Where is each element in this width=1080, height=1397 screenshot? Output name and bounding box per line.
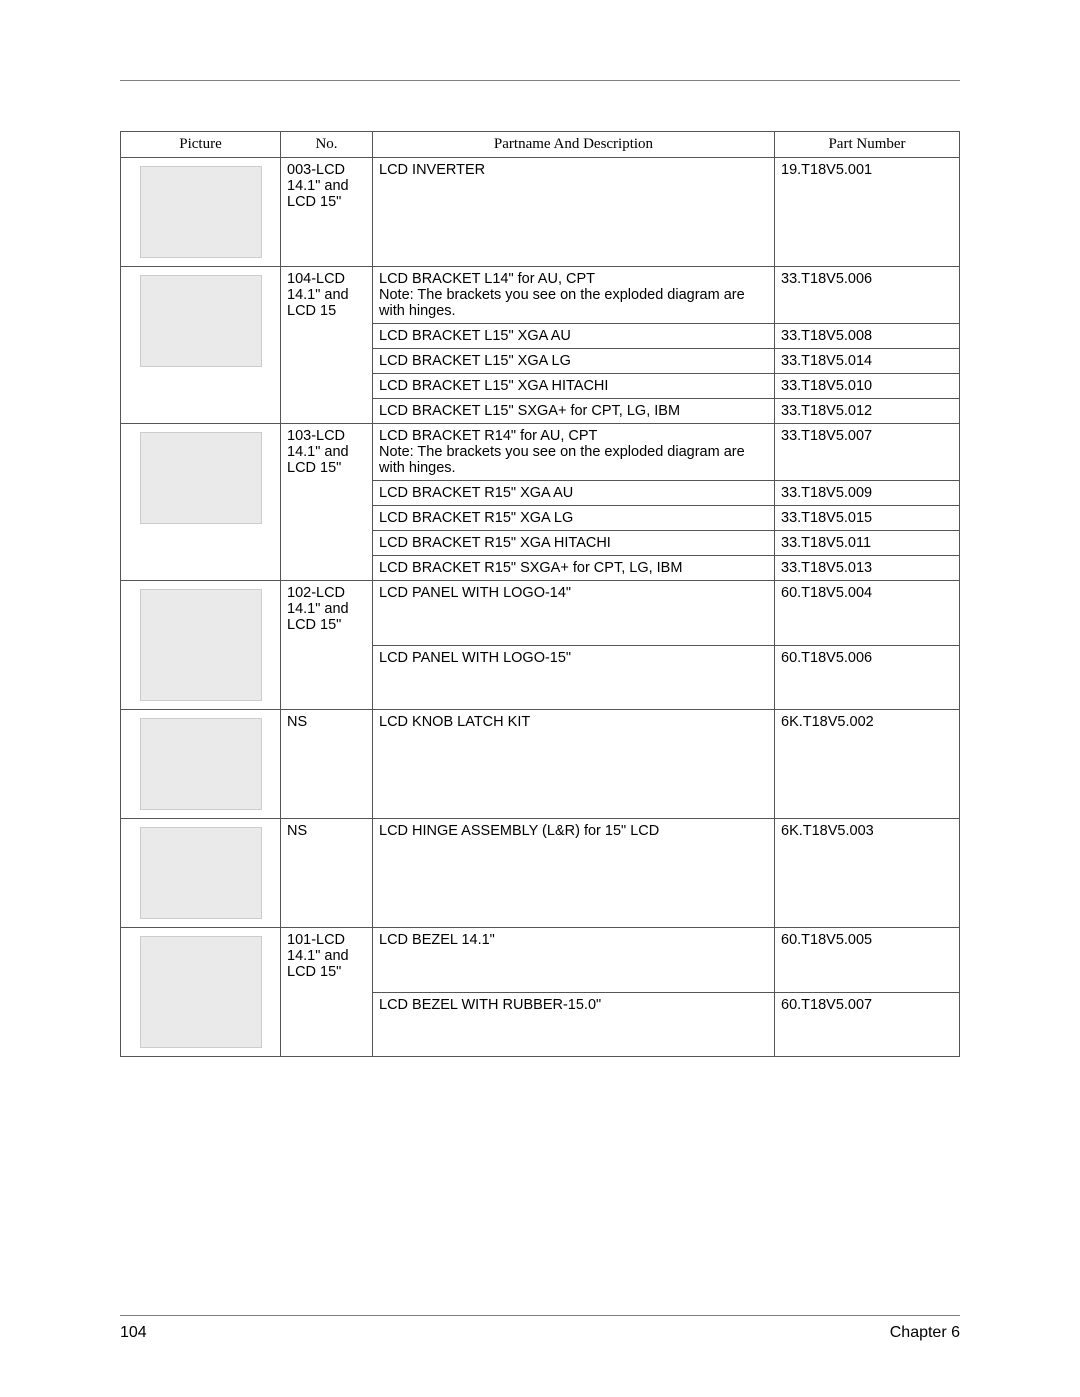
page-number: 104	[120, 1324, 147, 1342]
no-cell: 104-LCD 14.1" and LCD 15	[281, 267, 373, 424]
desc-cell: LCD BRACKET R15" XGA AU	[373, 481, 775, 506]
desc-cell: LCD BRACKET L14" for AU, CPT Note: The b…	[373, 267, 775, 324]
part-cell: 60.T18V5.006	[775, 645, 960, 710]
table-row: 003-LCD 14.1" and LCD 15"LCD INVERTER19.…	[121, 158, 960, 267]
page-footer: 104 Chapter 6	[120, 1315, 960, 1342]
table-row: NSLCD KNOB LATCH KIT6K.T18V5.002	[121, 710, 960, 819]
desc-cell: LCD BEZEL 14.1"	[373, 928, 775, 993]
desc-cell: LCD BRACKET L15" XGA AU	[373, 324, 775, 349]
picture-cell	[121, 267, 281, 424]
desc-cell: LCD BEZEL WITH RUBBER-15.0"	[373, 992, 775, 1057]
chapter-label: Chapter 6	[890, 1324, 960, 1342]
desc-cell: LCD BRACKET L15" XGA HITACHI	[373, 374, 775, 399]
table-row: NSLCD HINGE ASSEMBLY (L&R) for 15" LCD6K…	[121, 819, 960, 928]
no-cell: 102-LCD 14.1" and LCD 15"	[281, 581, 373, 710]
header-desc: Partname And Description	[373, 132, 775, 158]
part-cell: 33.T18V5.015	[775, 506, 960, 531]
part-image-placeholder	[140, 718, 262, 810]
no-cell: NS	[281, 819, 373, 928]
part-cell: 33.T18V5.013	[775, 556, 960, 581]
desc-cell: LCD BRACKET L15" SXGA+ for CPT, LG, IBM	[373, 399, 775, 424]
picture-cell	[121, 928, 281, 1057]
part-cell: 60.T18V5.004	[775, 581, 960, 646]
part-cell: 33.T18V5.007	[775, 424, 960, 481]
no-cell: 101-LCD 14.1" and LCD 15"	[281, 928, 373, 1057]
part-cell: 19.T18V5.001	[775, 158, 960, 267]
part-image-placeholder	[140, 432, 262, 524]
desc-cell: LCD BRACKET L15" XGA LG	[373, 349, 775, 374]
part-cell: 6K.T18V5.003	[775, 819, 960, 928]
page: Picture No. Partname And Description Par…	[0, 0, 1080, 1397]
picture-cell	[121, 581, 281, 710]
table-row: 103-LCD 14.1" and LCD 15"LCD BRACKET R14…	[121, 424, 960, 481]
desc-cell: LCD BRACKET R15" XGA HITACHI	[373, 531, 775, 556]
picture-cell	[121, 710, 281, 819]
part-cell: 33.T18V5.009	[775, 481, 960, 506]
desc-cell: LCD PANEL WITH LOGO-14"	[373, 581, 775, 646]
desc-cell: LCD BRACKET R14" for AU, CPT Note: The b…	[373, 424, 775, 481]
no-cell: 003-LCD 14.1" and LCD 15"	[281, 158, 373, 267]
part-cell: 6K.T18V5.002	[775, 710, 960, 819]
desc-cell: LCD KNOB LATCH KIT	[373, 710, 775, 819]
header-part: Part Number	[775, 132, 960, 158]
parts-table: Picture No. Partname And Description Par…	[120, 131, 960, 1057]
desc-cell: LCD BRACKET R15" XGA LG	[373, 506, 775, 531]
part-cell: 33.T18V5.012	[775, 399, 960, 424]
picture-cell	[121, 424, 281, 581]
no-cell: NS	[281, 710, 373, 819]
picture-cell	[121, 158, 281, 267]
table-row: 104-LCD 14.1" and LCD 15LCD BRACKET L14"…	[121, 267, 960, 324]
picture-cell	[121, 819, 281, 928]
part-cell: 33.T18V5.006	[775, 267, 960, 324]
table-row: 102-LCD 14.1" and LCD 15"LCD PANEL WITH …	[121, 581, 960, 646]
table-row: 101-LCD 14.1" and LCD 15"LCD BEZEL 14.1"…	[121, 928, 960, 993]
no-cell: 103-LCD 14.1" and LCD 15"	[281, 424, 373, 581]
header-picture: Picture	[121, 132, 281, 158]
part-image-placeholder	[140, 936, 262, 1048]
table-body: 003-LCD 14.1" and LCD 15"LCD INVERTER19.…	[121, 158, 960, 1057]
part-image-placeholder	[140, 827, 262, 919]
table-header-row: Picture No. Partname And Description Par…	[121, 132, 960, 158]
desc-cell: LCD PANEL WITH LOGO-15"	[373, 645, 775, 710]
part-cell: 60.T18V5.005	[775, 928, 960, 993]
part-cell: 33.T18V5.011	[775, 531, 960, 556]
header-no: No.	[281, 132, 373, 158]
part-cell: 60.T18V5.007	[775, 992, 960, 1057]
desc-cell: LCD INVERTER	[373, 158, 775, 267]
part-cell: 33.T18V5.008	[775, 324, 960, 349]
part-image-placeholder	[140, 166, 262, 258]
desc-cell: LCD BRACKET R15" SXGA+ for CPT, LG, IBM	[373, 556, 775, 581]
desc-cell: LCD HINGE ASSEMBLY (L&R) for 15" LCD	[373, 819, 775, 928]
part-cell: 33.T18V5.014	[775, 349, 960, 374]
part-image-placeholder	[140, 275, 262, 367]
part-image-placeholder	[140, 589, 262, 701]
part-cell: 33.T18V5.010	[775, 374, 960, 399]
top-rule	[120, 80, 960, 81]
